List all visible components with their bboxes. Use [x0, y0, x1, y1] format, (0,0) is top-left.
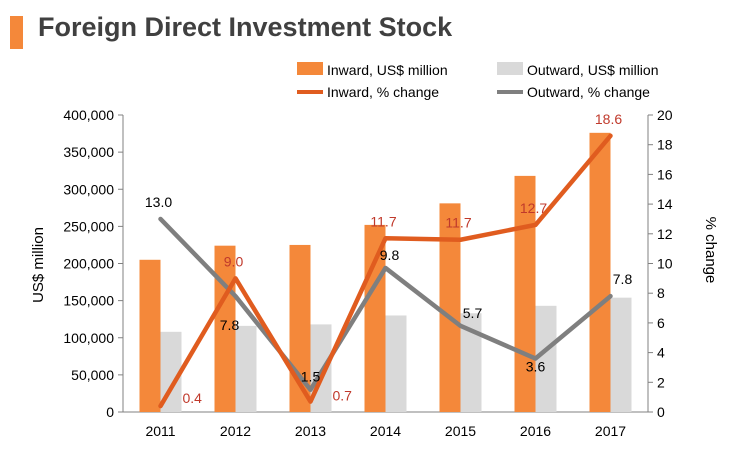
- legend-label-inward-bar: Inward, US$ million: [327, 62, 448, 78]
- data-label-outward-pct: 13.0: [145, 194, 172, 210]
- data-labels: 0.4 9.0 0.7 11.7 11.7 12.7 18.6 13.0 7.8 1.5 9.8 5.…: [145, 111, 633, 406]
- legend-swatch-inward-bar: [297, 62, 323, 75]
- y-tick-label-right: 18: [657, 137, 673, 153]
- bar-outward: [535, 305, 557, 412]
- data-label-inward-pct: 11.7: [370, 213, 396, 229]
- bar-series: [139, 132, 632, 412]
- y-tick-label-right: 6: [657, 315, 665, 331]
- data-label-inward-pct: 12.7: [520, 200, 547, 216]
- data-label-inward-pct: 9.0: [224, 253, 244, 269]
- line-series: [158, 133, 613, 409]
- legend-swatch-outward-bar: [497, 62, 523, 75]
- y-axis-ticks-left: 0 50,000 100,000 150,000 200,000 250,000 300,0…: [63, 107, 123, 420]
- data-label-inward-pct: 18.6: [595, 111, 622, 127]
- x-axis-ticks: 2011 2012 2013 2014 2015 2016 2017: [145, 423, 626, 439]
- bar-inward: [139, 259, 161, 412]
- data-label-outward-pct: 3.6: [526, 359, 546, 375]
- data-label-inward-pct: 0.7: [333, 388, 353, 404]
- y-axis-title-right: % change: [702, 217, 719, 284]
- y-tick-label-left: 300,000: [63, 181, 114, 197]
- bar-outward: [385, 315, 407, 412]
- legend-label-outward-line: Outward, % change: [527, 84, 650, 100]
- y-tick-label-left: 350,000: [63, 144, 114, 160]
- x-tick-label: 2014: [370, 423, 401, 439]
- x-tick-label: 2015: [445, 423, 476, 439]
- y-tick-label-left: 100,000: [63, 330, 114, 346]
- y-tick-label-right: 8: [657, 285, 665, 301]
- y-tick-label-left: 150,000: [63, 293, 114, 309]
- x-tick-label: 2017: [595, 423, 626, 439]
- y-tick-label-left: 250,000: [63, 218, 114, 234]
- y-tick-label-left: 50,000: [71, 367, 114, 383]
- bar-inward: [439, 203, 461, 412]
- y-tick-label-left: 400,000: [63, 107, 114, 123]
- title-accent-bar: [10, 16, 23, 49]
- data-label-outward-pct: 7.8: [220, 317, 240, 333]
- x-tick-label: 2013: [295, 423, 326, 439]
- y-tick-label-right: 12: [657, 226, 673, 242]
- bar-outward: [610, 297, 632, 412]
- data-label-outward-pct: 5.7: [463, 305, 483, 321]
- y-tick-label-right: 14: [657, 196, 673, 212]
- legend-label-inward-line: Inward, % change: [327, 84, 439, 100]
- y-tick-label-right: 4: [657, 345, 665, 361]
- x-tick-label: 2012: [220, 423, 251, 439]
- y-tick-label-right: 2: [657, 374, 665, 390]
- x-tick-label: 2016: [520, 423, 551, 439]
- y-axis-ticks-right: 0 2 4 6 8 10 12 14 16 18 20: [648, 107, 673, 420]
- y-axis-title-left: US$ million: [30, 227, 47, 303]
- data-label-inward-pct: 11.7: [445, 215, 471, 231]
- y-tick-label-right: 20: [657, 107, 673, 123]
- y-tick-label-left: 200,000: [63, 256, 114, 272]
- data-label-outward-pct: 1.5: [301, 369, 321, 385]
- y-tick-label-left: 0: [106, 404, 114, 420]
- data-label-inward-pct: 0.4: [183, 390, 203, 406]
- bar-outward: [235, 325, 257, 412]
- data-label-outward-pct: 9.8: [380, 247, 400, 263]
- y-tick-label-right: 0: [657, 404, 665, 420]
- bar-outward: [160, 331, 182, 412]
- x-tick-label: 2011: [145, 423, 175, 439]
- data-label-outward-pct: 7.8: [613, 271, 633, 287]
- legend-label-outward-bar: Outward, US$ million: [527, 62, 659, 78]
- y-tick-label-right: 10: [657, 256, 673, 272]
- chart-legend: Inward, US$ million Outward, US$ million…: [297, 62, 659, 100]
- bar-inward: [589, 132, 611, 412]
- page-title: Foreign Direct Investment Stock: [38, 12, 453, 42]
- y-tick-label-right: 16: [657, 166, 673, 182]
- bar-outward: [460, 313, 482, 412]
